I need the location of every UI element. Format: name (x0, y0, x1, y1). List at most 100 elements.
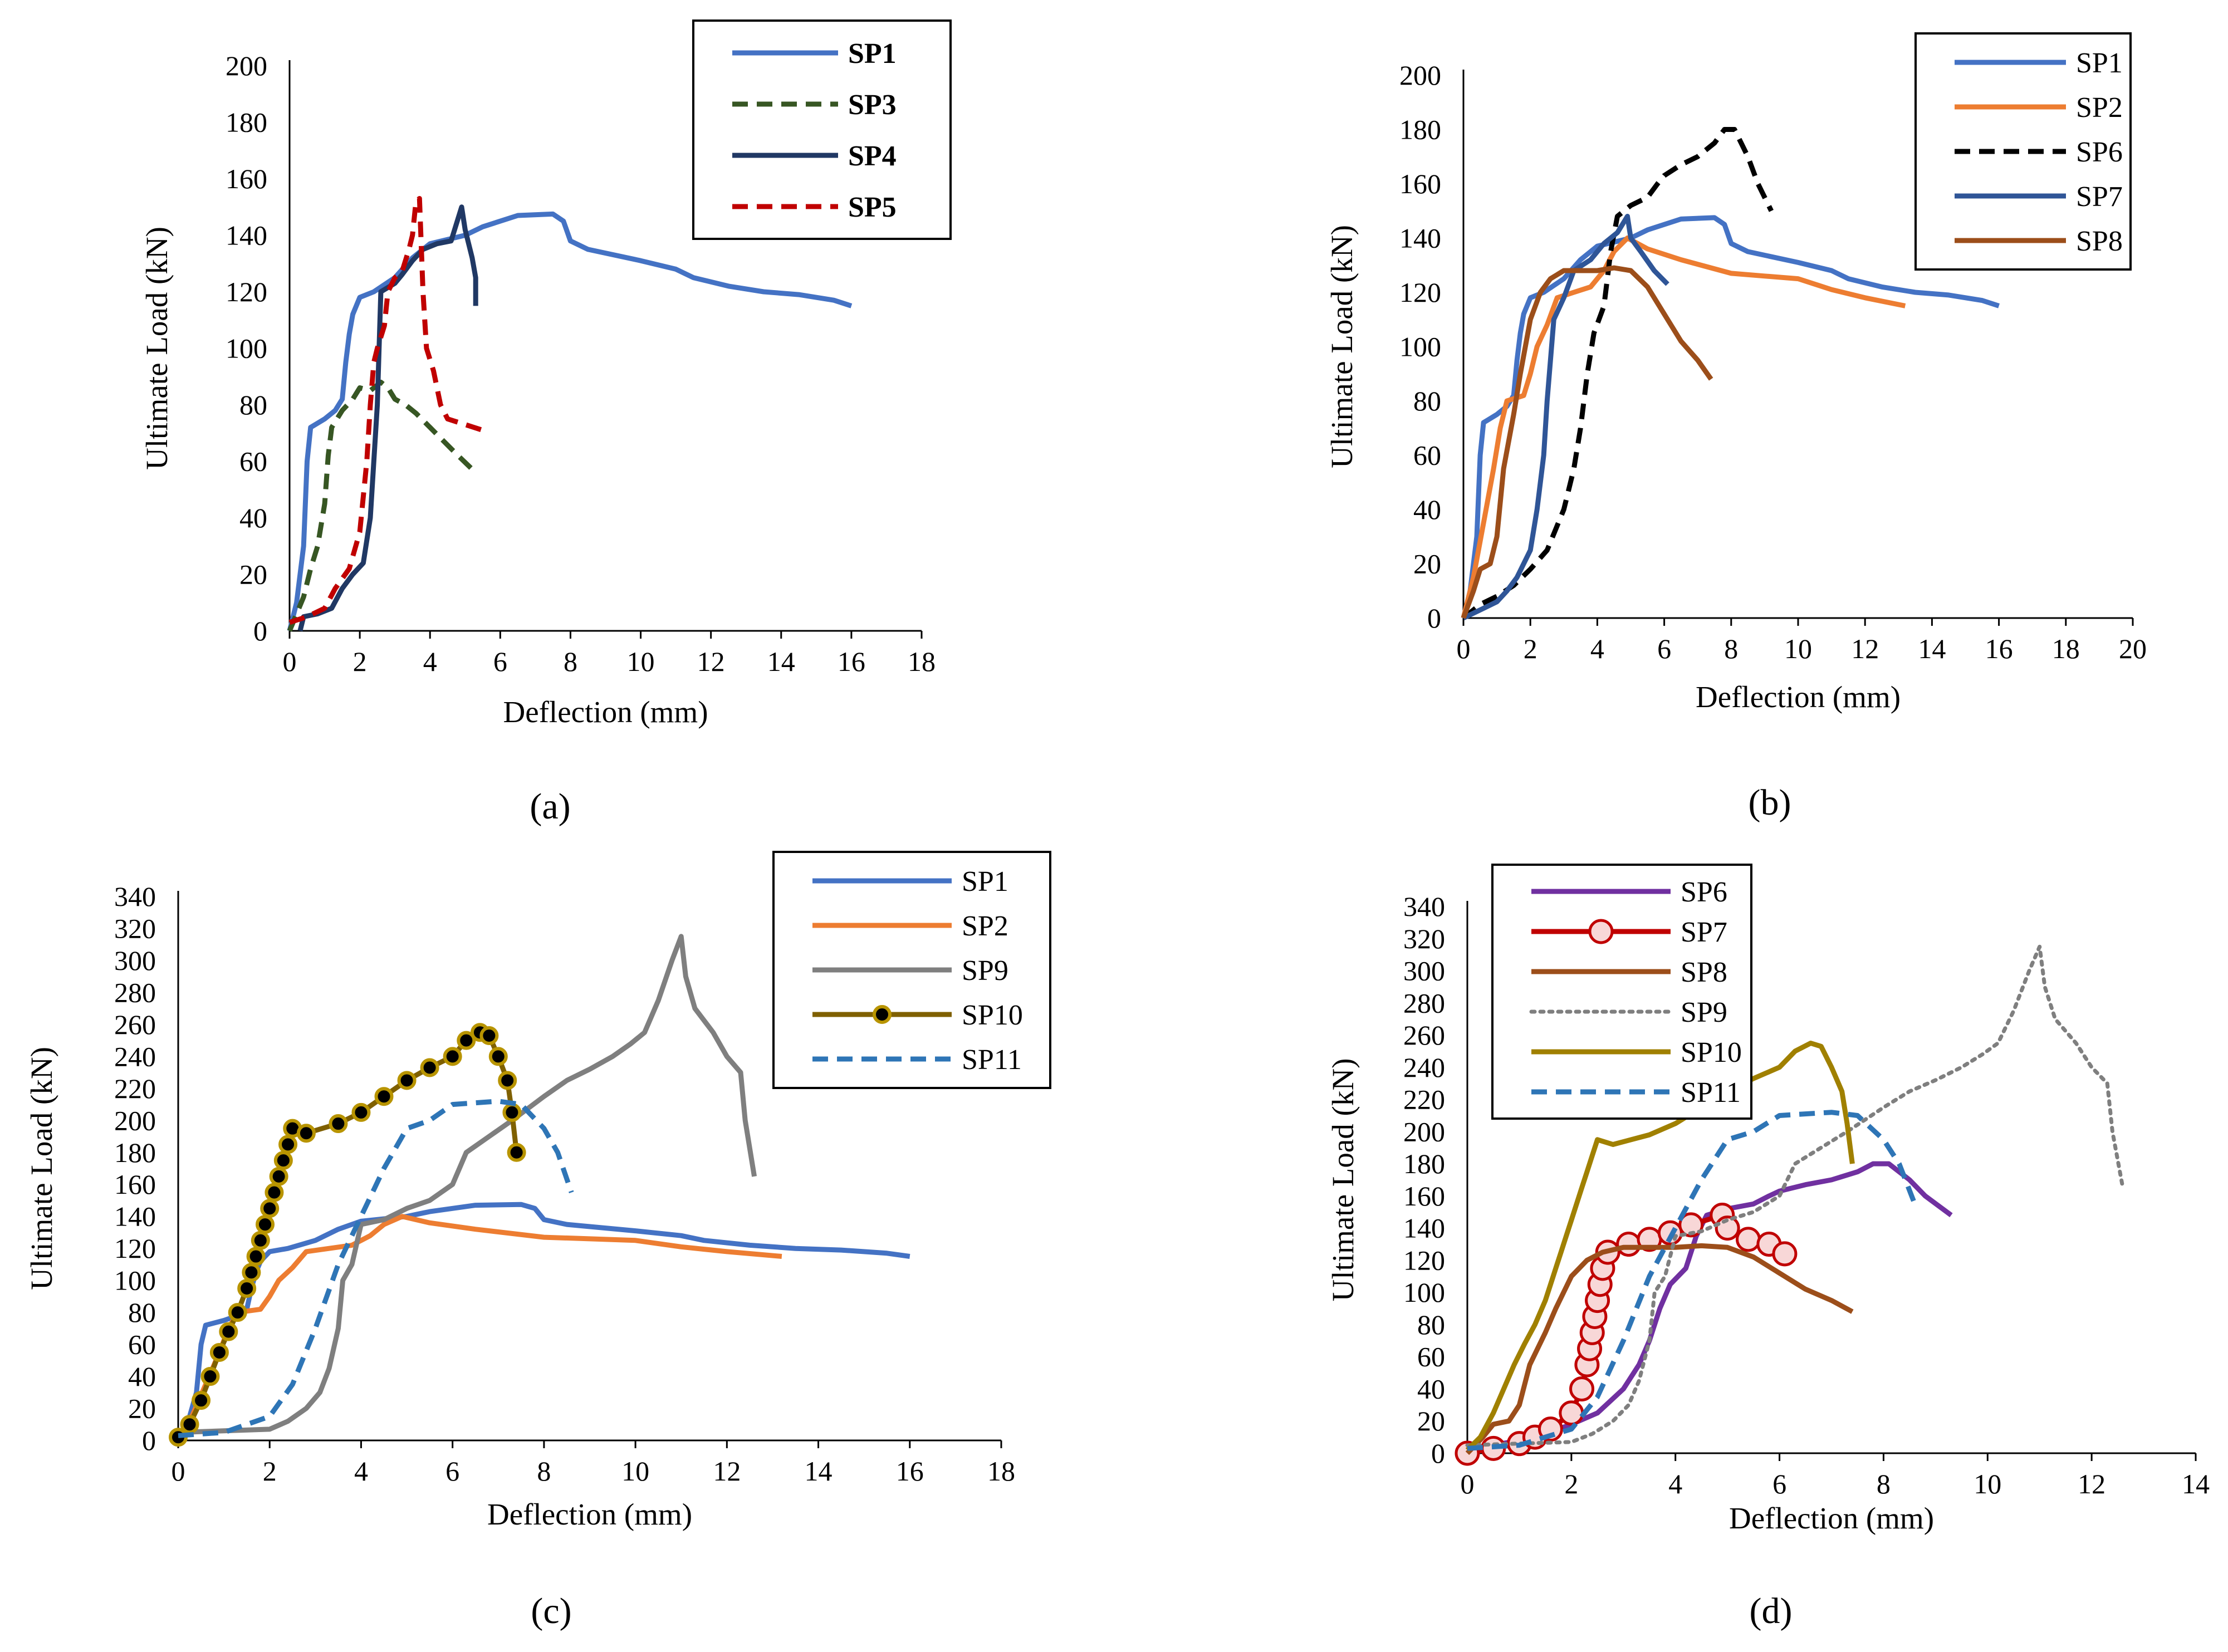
series-marker-sp10 (251, 1231, 270, 1250)
legend-label-sp7: SP7 (1681, 916, 1727, 948)
y-axis-title: Ultimate Load (kN) (1325, 225, 1359, 468)
y-tick-label: 320 (114, 913, 156, 944)
x-tick-label: 8 (537, 1455, 551, 1487)
legend-box (1914, 32, 2132, 271)
y-tick-label: 240 (1403, 1052, 1445, 1083)
legend-label-sp5: SP5 (848, 192, 897, 223)
series-marker-sp10 (256, 1215, 275, 1234)
x-tick-label: 2 (263, 1455, 277, 1487)
x-tick-label: 6 (1772, 1468, 1786, 1499)
y-tick-label: 40 (128, 1361, 156, 1392)
series-marker-sp10 (507, 1143, 526, 1162)
x-tick-label: 18 (908, 646, 936, 677)
series-marker-sp10 (237, 1279, 257, 1298)
x-tick-label: 18 (2052, 633, 2080, 664)
y-tick-label: 160 (1403, 1180, 1445, 1212)
y-tick-label: 40 (1413, 494, 1441, 525)
y-tick-label: 100 (114, 1265, 156, 1296)
x-axis-title: Deflection (mm) (1696, 680, 1901, 714)
y-tick-label: 20 (239, 559, 267, 590)
series-line-sp1 (287, 211, 853, 632)
y-tick-label: 160 (114, 1169, 156, 1200)
y-tick-label: 160 (226, 163, 267, 194)
series-line-sp2 (1461, 236, 1906, 619)
legend-label-sp9: SP9 (962, 955, 1008, 987)
y-tick-label: 320 (1403, 923, 1445, 954)
chart-panel-d: 0 2 4 6 8 10 12 1402040608010012014016018020022… (1326, 864, 2210, 1631)
x-tick-label: 10 (1784, 633, 1812, 664)
y-tick-label: 280 (114, 977, 156, 1008)
x-tick-label: 4 (1590, 633, 1604, 664)
x-tick-label: 2 (353, 646, 367, 677)
series-marker-sp10 (180, 1415, 199, 1434)
series-line-sp10 (176, 1030, 520, 1439)
x-tick-label: 16 (896, 1455, 924, 1487)
series-line-sp1 (1461, 215, 2000, 619)
y-tick-label: 120 (226, 276, 267, 307)
x-tick-label: 10 (621, 1455, 649, 1487)
legend-label-sp7: SP7 (2076, 181, 2123, 213)
x-tick-label: 6 (445, 1455, 459, 1487)
y-tick-label: 200 (226, 50, 267, 81)
x-tick-label: 6 (1657, 633, 1671, 664)
y-tick-label: 60 (1417, 1341, 1445, 1372)
series-marker-sp10 (242, 1263, 261, 1282)
y-axis-title: Ultimate Load (kN) (25, 1047, 58, 1290)
y-tick-label: 300 (114, 945, 156, 976)
series-marker-sp7 (1569, 1376, 1595, 1401)
series-line-sp9 (178, 934, 757, 1435)
series-line-sp10 (1465, 1041, 1855, 1452)
y-tick-label: 40 (239, 502, 267, 533)
chart-panel-b: 0 2 4 6 8 10 12 14 16 18 2002040608010012014016018… (1325, 32, 2147, 823)
legend-label-sp10: SP10 (962, 999, 1023, 1031)
y-tick-label: 0 (253, 615, 267, 646)
legend-label-sp11: SP11 (962, 1044, 1022, 1076)
x-tick-label: 18 (987, 1455, 1015, 1487)
y-tick-label: 280 (1403, 987, 1445, 1018)
y-tick-label: 200 (1399, 60, 1441, 91)
x-tick-label: 2 (1524, 633, 1537, 664)
y-axis-title: Ultimate Load (kN) (140, 227, 174, 470)
series-line-sp8 (1461, 265, 1713, 619)
legend-label-sp3: SP3 (848, 89, 897, 121)
y-tick-label: 180 (1403, 1148, 1445, 1179)
y-tick-label: 60 (1413, 440, 1441, 471)
chart-legend: SP1 SP2 SP9 SP10 SP11 (772, 851, 1051, 1089)
y-tick-label: 340 (1403, 891, 1445, 922)
legend-label-sp2: SP2 (962, 910, 1008, 942)
y-tick-label: 100 (1403, 1277, 1445, 1308)
legend-box (1491, 864, 1752, 1120)
y-tick-label: 180 (226, 107, 267, 138)
x-tick-label: 8 (564, 646, 577, 677)
y-tick-label: 120 (1403, 1244, 1445, 1276)
panel-label: (c) (531, 1591, 571, 1631)
series-line-sp11 (178, 1099, 574, 1438)
x-tick-label: 8 (1724, 633, 1738, 664)
legend-box (692, 19, 952, 240)
y-tick-label: 180 (1399, 114, 1441, 145)
x-tick-label: 16 (1985, 633, 2013, 664)
y-tick-label: 0 (1427, 602, 1441, 634)
series-marker-sp7 (1678, 1212, 1704, 1238)
series-marker-sp10 (351, 1102, 371, 1122)
legend-label-sp2: SP2 (2076, 92, 2123, 124)
x-tick-label: 20 (2119, 633, 2147, 664)
series-line-sp1 (176, 1202, 910, 1442)
y-tick-label: 300 (1403, 955, 1445, 987)
series-line-sp7 (1462, 214, 1669, 621)
chart-panel-a: 0 2 4 6 8 10 12 14 16 180204060801001201401601802… (140, 19, 952, 827)
series-marker-sp10 (260, 1199, 280, 1218)
series-marker-sp10 (329, 1114, 348, 1134)
series-marker-sp7 (1559, 1400, 1584, 1426)
x-tick-label: 12 (713, 1455, 741, 1487)
y-tick-label: 340 (114, 881, 156, 912)
x-tick-label: 12 (2078, 1468, 2105, 1499)
chart-legend: SP1 SP3 SP4 SP5 (692, 19, 952, 240)
y-tick-label: 100 (1399, 331, 1441, 362)
chart-legend: SP6 SP7 SP8 SP9 SP10 SP11 (1491, 864, 1752, 1120)
panel-label: (a) (530, 786, 570, 827)
series-line-sp8 (1465, 1243, 1854, 1455)
y-tick-label: 200 (1403, 1116, 1445, 1147)
legend-label-sp6: SP6 (2076, 136, 2123, 168)
